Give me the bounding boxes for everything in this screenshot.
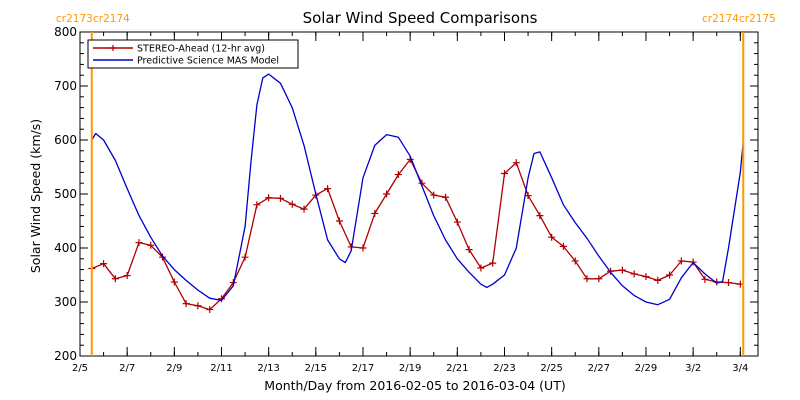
plot-frame — [79, 31, 759, 357]
y-axis-label: Solar Wind Speed (km/s) — [28, 119, 43, 273]
stereo-data-point — [147, 241, 155, 249]
x-tick-label: 2/7 — [119, 363, 135, 374]
stereo-data-point — [241, 253, 249, 261]
x-tick-label: 2/9 — [166, 363, 182, 374]
stereo-data-point — [465, 246, 473, 254]
stereo-data-point — [265, 194, 273, 202]
stereo-data-point — [324, 185, 332, 193]
legend: STEREO-Ahead (12-hr avg)Predictive Scien… — [87, 39, 299, 69]
carrington-label: cr2173 — [56, 13, 93, 25]
carrington-label: cr2175 — [739, 13, 776, 25]
carrington-label: cr2174 — [93, 13, 130, 25]
stereo-data-point — [500, 169, 508, 177]
axis-ticks: 200 300 400 500 600 700 800 2/5 2/7 2/9 2/11 2/13 2/… — [54, 25, 758, 374]
stereo-data-point — [442, 193, 450, 201]
x-tick-label: 2/19 — [399, 363, 421, 374]
y-tick-label: 500 — [54, 187, 77, 201]
stereo-data-point — [666, 271, 674, 279]
stereo-data-point — [430, 191, 438, 199]
stereo-data-point — [701, 275, 709, 283]
x-tick-label: 2/5 — [72, 363, 88, 374]
x-tick-label: 2/23 — [493, 363, 515, 374]
stereo-data-point — [182, 300, 190, 308]
stereo-data-point — [253, 201, 261, 209]
x-tick-label: 2/21 — [446, 363, 468, 374]
stereo-data-point — [571, 257, 579, 265]
stereo-data-point — [677, 257, 685, 265]
stereo-data-point — [100, 260, 108, 268]
stereo-data-point — [217, 295, 225, 303]
x-tick-label: 2/27 — [588, 363, 610, 374]
stereo-data-point — [477, 264, 485, 272]
legend-box — [87, 39, 299, 69]
stereo-data-point — [595, 275, 603, 283]
carrington-label: cr2174 — [702, 13, 739, 25]
stereo-data-point — [630, 270, 638, 278]
stereo-data-point — [453, 218, 461, 226]
legend-entry: Predictive Science MAS Model — [137, 56, 279, 67]
stereo-data-point — [618, 266, 626, 274]
x-tick-label: 2/25 — [540, 363, 562, 374]
legend-marker — [110, 45, 116, 51]
stereo-data-point — [383, 190, 391, 198]
x-tick-label: 3/2 — [685, 363, 701, 374]
stereo-data-point — [288, 200, 296, 208]
x-axis-label: Month/Day from 2016-02-05 to 2016-03-04 … — [264, 378, 565, 393]
y-tick-label: 700 — [54, 79, 77, 93]
stereo-data-point — [300, 205, 308, 213]
x-tick-label: 2/29 — [635, 363, 657, 374]
x-tick-label: 2/17 — [352, 363, 374, 374]
legend-entry: STEREO-Ahead (12-hr avg) — [137, 44, 265, 55]
y-tick-label: 800 — [54, 25, 77, 39]
y-tick-label: 600 — [54, 133, 77, 147]
stereo-data-point — [170, 278, 178, 286]
plot-area — [79, 31, 759, 357]
stereo-data-point — [359, 244, 367, 252]
stereo-data-point — [394, 171, 402, 179]
y-tick-label: 200 — [54, 349, 77, 363]
stereo-data-point — [335, 217, 343, 225]
stereo-data-point — [559, 242, 567, 250]
stereo-data-point — [159, 253, 167, 261]
mas-model-line — [91, 73, 744, 306]
x-tick-label: 2/13 — [257, 363, 279, 374]
chart-title: Solar Wind Speed Comparisons — [303, 9, 538, 27]
stereo-data-point — [548, 233, 556, 241]
stereo-data-point — [371, 209, 379, 217]
stereo-data-point — [489, 259, 497, 267]
stereo-data-point — [725, 279, 733, 287]
stereo-data-point — [583, 275, 591, 283]
stereo-data-point — [194, 302, 202, 310]
y-tick-label: 400 — [54, 241, 77, 255]
stereo-ahead-line — [91, 158, 741, 311]
x-tick-label: 3/4 — [732, 363, 748, 374]
x-tick-label: 2/15 — [305, 363, 327, 374]
carrington-marker-layer: cr2173 cr2174 cr2174 cr2175 — [56, 13, 776, 356]
stereo-data-point — [123, 272, 131, 280]
stereo-data-point — [536, 212, 544, 220]
stereo-data-point — [512, 159, 520, 167]
stereo-data-point — [276, 194, 284, 202]
x-tick-label: 2/11 — [210, 363, 232, 374]
stereo-data-point — [642, 273, 650, 281]
stereo-data-point — [135, 239, 143, 247]
series-layer — [88, 73, 744, 314]
stereo-data-point — [654, 276, 662, 284]
stereo-data-point — [206, 306, 214, 314]
stereo-data-point — [111, 275, 119, 283]
y-tick-label: 300 — [54, 295, 77, 309]
